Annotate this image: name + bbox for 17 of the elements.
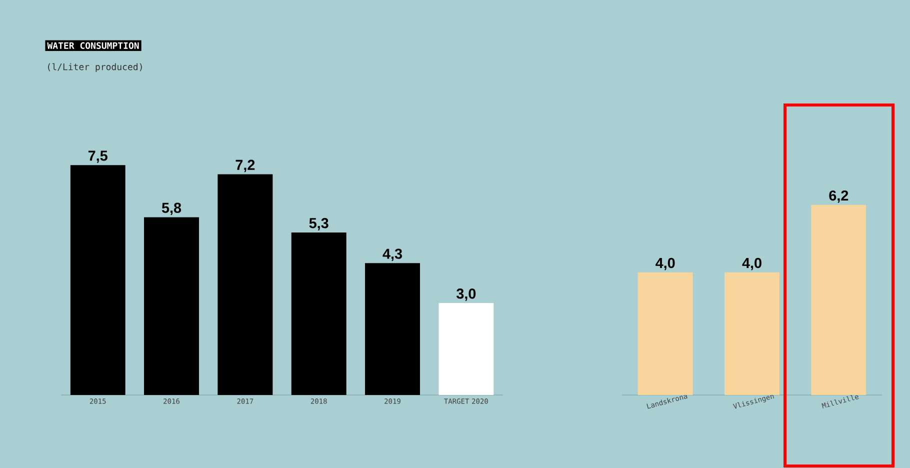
bar [70, 165, 126, 395]
bar [218, 174, 273, 395]
chart-subtitle: (l/Liter produced) [48, 63, 142, 72]
data-label: 4,3 [382, 248, 402, 261]
data-label: 6,2 [829, 190, 848, 203]
data-label: 4,0 [742, 258, 762, 270]
data-label: 7,2 [236, 160, 255, 172]
data-label: 5,8 [162, 202, 182, 215]
data-label: 4,0 [656, 258, 675, 270]
data-label: 5,3 [309, 218, 328, 230]
bar [291, 232, 346, 395]
data-label: 3,0 [456, 288, 476, 301]
bar [438, 303, 494, 395]
data-label: 7,5 [88, 150, 108, 163]
chart-title: WATER CONSUMPTION [47, 42, 139, 49]
bar [365, 263, 420, 395]
bar [144, 217, 200, 395]
